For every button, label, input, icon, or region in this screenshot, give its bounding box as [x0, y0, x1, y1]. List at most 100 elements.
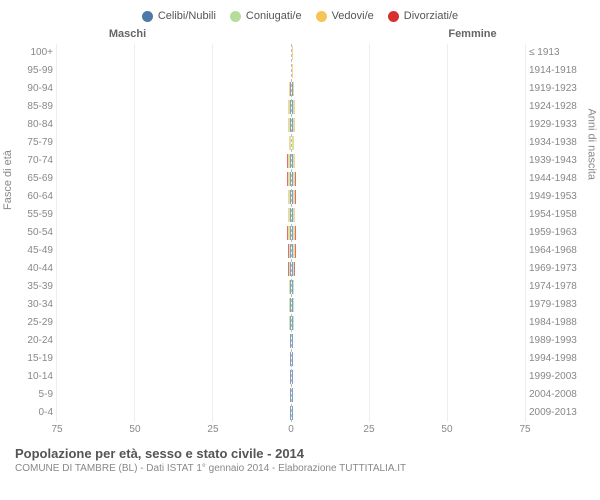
birth-label: 1989-1993 — [529, 332, 585, 350]
bar-segment — [294, 154, 295, 168]
birth-label: 1939-1943 — [529, 152, 585, 170]
header-female: Femmine — [300, 28, 585, 40]
legend-item: Vedovi/e — [316, 10, 374, 22]
legend-item: Coniugati/e — [230, 10, 302, 22]
bar-segment — [295, 244, 296, 258]
female-half — [291, 44, 526, 422]
bar-row — [292, 404, 293, 422]
bar-row — [292, 278, 294, 296]
bar-row — [292, 314, 294, 332]
bar-segment — [292, 64, 293, 78]
bar-row — [292, 242, 296, 260]
birth-label: 1974-1978 — [529, 278, 585, 296]
birth-label: 1934-1938 — [529, 134, 585, 152]
age-label: 50-54 — [15, 224, 53, 242]
bar-row — [292, 98, 295, 116]
bar-row — [292, 152, 295, 170]
population-pyramid-chart: Celibi/Nubili Coniugati/e Vedovi/e Divorzia… — [0, 0, 600, 484]
bar-segment — [295, 226, 296, 240]
x-tick: 50 — [129, 424, 140, 435]
bar-row — [292, 332, 293, 350]
birth-label: 1994-1998 — [529, 350, 585, 368]
birth-label: 2009-2013 — [529, 404, 585, 422]
age-label: 5-9 — [15, 386, 53, 404]
birth-label: 1964-1968 — [529, 242, 585, 260]
bar-row — [292, 296, 294, 314]
age-label: 60-64 — [15, 188, 53, 206]
chart-title: Popolazione per età, sesso e stato civil… — [15, 446, 585, 461]
age-label: 65-69 — [15, 170, 53, 188]
header-male: Maschi — [15, 28, 300, 40]
birth-label: 1929-1933 — [529, 116, 585, 134]
age-label: 35-39 — [15, 278, 53, 296]
bar-segment — [292, 406, 293, 420]
legend-label: Vedovi/e — [332, 10, 374, 22]
bar-segment — [293, 280, 294, 294]
bar-row — [292, 44, 293, 62]
bar-row — [292, 134, 294, 152]
bar-row — [292, 80, 294, 98]
legend-swatch — [316, 11, 327, 22]
birth-label: 1954-1958 — [529, 206, 585, 224]
bar-segment — [294, 208, 295, 222]
grid-left — [57, 44, 291, 422]
age-label: 10-14 — [15, 368, 53, 386]
y-right-labels: ≤ 19131914-19181919-19231924-19281929-19… — [525, 44, 585, 422]
birth-label: 1979-1983 — [529, 296, 585, 314]
x-axis: 7550250 255075 — [15, 424, 585, 438]
age-label: 90-94 — [15, 80, 53, 98]
age-label: 80-84 — [15, 116, 53, 134]
x-axis-left: 7550250 — [57, 424, 291, 438]
birth-label: ≤ 1913 — [529, 44, 585, 62]
bar-row — [292, 224, 296, 242]
bar-row — [292, 62, 293, 80]
age-label: 40-44 — [15, 260, 53, 278]
bar-segment — [295, 172, 296, 186]
x-tick: 50 — [441, 424, 452, 435]
bar-segment — [292, 334, 293, 348]
bar-segment — [292, 388, 293, 402]
bar-row — [292, 188, 296, 206]
legend-item: Celibi/Nubili — [142, 10, 216, 22]
plot-area: 100+95-9990-9485-8980-8475-7970-7465-696… — [15, 44, 585, 422]
age-label: 100+ — [15, 44, 53, 62]
bar-row — [292, 170, 296, 188]
gender-headers: Maschi Femmine — [15, 28, 585, 40]
x-tick: 25 — [363, 424, 374, 435]
birth-label: 1984-1988 — [529, 314, 585, 332]
birth-label: 1914-1918 — [529, 62, 585, 80]
x-tick: 75 — [519, 424, 530, 435]
bar-segment — [292, 370, 293, 384]
bar-segment — [293, 298, 294, 312]
age-label: 95-99 — [15, 62, 53, 80]
legend-item: Divorziati/e — [388, 10, 458, 22]
bar-segment — [293, 136, 294, 150]
bar-segment — [294, 100, 295, 114]
age-label: 85-89 — [15, 98, 53, 116]
bar-segment — [294, 118, 295, 132]
bar-segment — [294, 262, 295, 276]
birth-label: 1959-1963 — [529, 224, 585, 242]
bar-segment — [293, 82, 294, 96]
age-label: 0-4 — [15, 404, 53, 422]
x-tick: 75 — [51, 424, 62, 435]
age-label: 75-79 — [15, 134, 53, 152]
birth-label: 2004-2008 — [529, 386, 585, 404]
y-left-labels: 100+95-9990-9485-8980-8475-7970-7465-696… — [15, 44, 57, 422]
age-label: 30-34 — [15, 296, 53, 314]
birth-label: 1949-1953 — [529, 188, 585, 206]
legend-label: Coniugati/e — [246, 10, 302, 22]
birth-label: 1944-1948 — [529, 170, 585, 188]
legend: Celibi/Nubili Coniugati/e Vedovi/e Divorzia… — [15, 10, 585, 22]
age-label: 20-24 — [15, 332, 53, 350]
bars-region — [57, 44, 525, 422]
bar-row — [292, 368, 293, 386]
birth-label: 1919-1923 — [529, 80, 585, 98]
x-tick: 25 — [207, 424, 218, 435]
age-label: 25-29 — [15, 314, 53, 332]
bar-row — [292, 350, 293, 368]
chart-subtitle: COMUNE DI TAMBRE (BL) - Dati ISTAT 1° ge… — [15, 463, 585, 474]
age-label: 70-74 — [15, 152, 53, 170]
birth-label: 1999-2003 — [529, 368, 585, 386]
y-left-axis-label: Fasce di età — [2, 150, 14, 210]
